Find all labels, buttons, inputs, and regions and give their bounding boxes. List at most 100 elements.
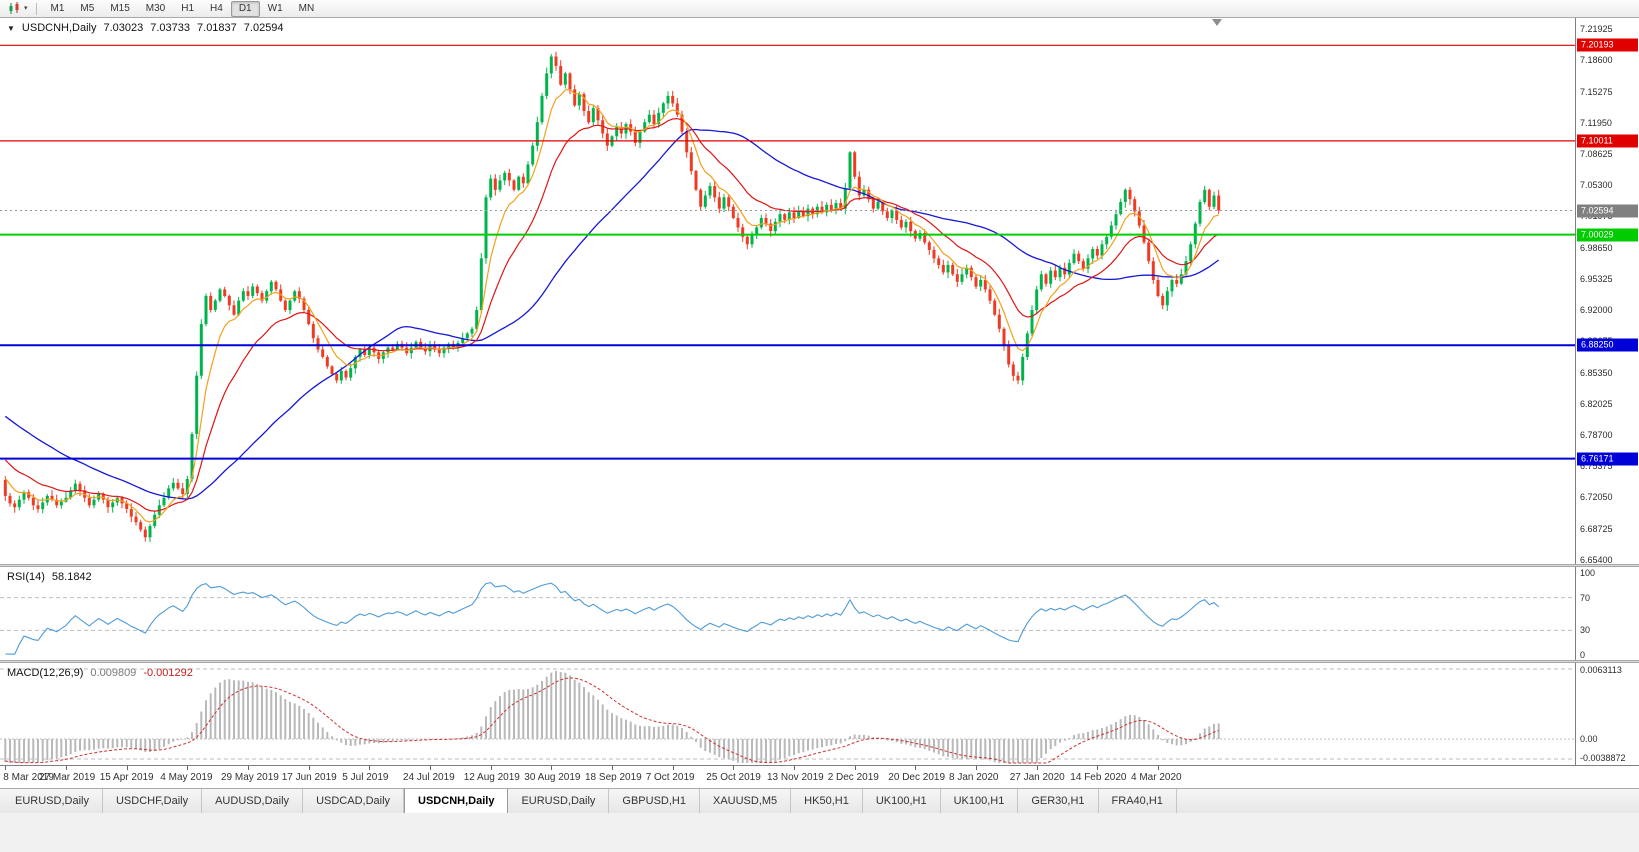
axis-tick-label: 6.72050: [1580, 492, 1613, 503]
axis-tick-label: 7.15275: [1580, 86, 1613, 97]
time-axis-label: 4 Mar 2020: [1131, 772, 1182, 783]
tab-ger30-h1[interactable]: GER30,H1: [1018, 789, 1099, 813]
time-tick: [1158, 766, 1159, 770]
chart-collapse-icon[interactable]: ▼: [7, 23, 15, 33]
macd-histogram: [4, 671, 1220, 763]
price-pane: ▼ USDCNH,Daily 7.03023 7.03733 7.01837 7…: [0, 18, 1639, 565]
time-axis-label: 4 May 2019: [160, 772, 213, 783]
time-tick: [854, 766, 856, 770]
pane-splitter-2[interactable]: [0, 660, 1639, 663]
chart-title: ▼ USDCNH,Daily 7.03023 7.03733 7.01837 7…: [7, 22, 284, 34]
time-axis-label: 8 Jan 2020: [949, 772, 999, 783]
time-axis-label: 2 Dec 2019: [827, 772, 879, 783]
axis-tick-label: 6.75375: [1580, 461, 1613, 472]
time-tick: [248, 766, 249, 770]
period-button-h4[interactable]: H4: [210, 2, 223, 14]
chart-shift-marker[interactable]: [1212, 19, 1222, 26]
axis-tick-label: -0.0038872: [1580, 753, 1626, 763]
period-button-m1[interactable]: M1: [50, 2, 65, 14]
price-badge: 7.20193: [1577, 38, 1638, 52]
time-tick: [672, 766, 674, 770]
tab-fra40-h1[interactable]: FRA40,H1: [1099, 789, 1177, 813]
axis-tick-label: 100: [1580, 568, 1596, 578]
axis-tick-label: 6.85350: [1580, 367, 1613, 378]
toolbar-separator: [35, 2, 37, 15]
ma-slow-line[interactable]: [4, 128, 1220, 500]
candlestick-chart-icon: [9, 2, 19, 14]
time-axis-label: 13 Nov 2019: [767, 772, 824, 783]
bottom-filler: [0, 813, 1639, 852]
axis-tick-label: 30: [1580, 625, 1591, 636]
period-button-m15[interactable]: M15: [110, 2, 130, 14]
time-tick: [187, 766, 189, 770]
dropdown-caret-icon[interactable]: ▾: [24, 5, 28, 12]
macd-title: MACD(12,26,9) 0.009809 -0.001292: [7, 667, 193, 679]
tab-audusd-daily[interactable]: AUDUSD,Daily: [202, 789, 304, 813]
tab-hk50-h1[interactable]: HK50,H1: [791, 789, 863, 813]
tab-uk100-h1[interactable]: UK100,H1: [863, 789, 941, 813]
time-axis-label: 7 Oct 2019: [645, 772, 695, 783]
time-tick: [5, 766, 7, 770]
price-chart-canvas[interactable]: [0, 18, 1575, 564]
tab-gbpusd-h1[interactable]: GBPUSD,H1: [609, 789, 700, 813]
macd-signal-line: [5, 677, 1219, 764]
time-axis-label: 24 Jul 2019: [403, 772, 455, 783]
tab-usdchf-daily[interactable]: USDCHF,Daily: [103, 789, 203, 813]
axis-tick-label: 0.00: [1580, 734, 1598, 744]
period-buttons: M1 M5 M15 M30 H1 H4 D1 W1 MN: [43, 0, 323, 17]
time-axis-label: 27 Jan 2020: [1009, 772, 1065, 783]
axis-tick-label: 0: [1580, 650, 1586, 660]
ma-mid-line[interactable]: [4, 117, 1219, 512]
period-button-m30[interactable]: M30: [145, 2, 166, 14]
time-axis-label: 8 Mar 2019: [3, 772, 54, 783]
price-badge: 7.00029: [1577, 228, 1638, 242]
tab-usdcad-daily[interactable]: USDCAD,Daily: [303, 789, 405, 813]
period-button-h1[interactable]: H1: [181, 2, 195, 14]
tab-uk100-h1[interactable]: UK100,H1: [941, 789, 1019, 813]
axis-tick-label: 7.21925: [1580, 24, 1613, 34]
period-button-m5[interactable]: M5: [80, 2, 95, 14]
time-axis-label: 17 Jun 2019: [281, 772, 337, 783]
tab-eurusd-daily[interactable]: EURUSD,Daily: [2, 789, 103, 813]
time-tick: [915, 766, 917, 770]
ohlc-close: 7.02594: [243, 22, 284, 34]
rsi-plot[interactable]: RSI(14) 58.1842: [0, 567, 1575, 660]
axis-tick-label: 6.82025: [1580, 398, 1613, 409]
macd-plot[interactable]: MACD(12,26,9) 0.009809 -0.001292: [0, 663, 1575, 765]
axis-tick-label: 6.65400: [1580, 554, 1613, 565]
rsi-axis[interactable]: 100 70 30 0: [1575, 567, 1639, 660]
ohlc-open: 7.03023: [103, 22, 144, 34]
time-axis-label: 18 Sep 2019: [585, 772, 642, 783]
pane-splitter-1[interactable]: [0, 564, 1639, 567]
time-axis-label: 14 Feb 2020: [1070, 772, 1127, 783]
chart-symbol-timeframe: USDCNH,Daily: [21, 22, 97, 34]
time-tick: [490, 766, 492, 770]
time-axis-label: 15 Apr 2019: [99, 772, 154, 783]
time-tick: [66, 766, 67, 770]
period-button-mn[interactable]: MN: [298, 2, 315, 14]
axis-tick-label: 6.68725: [1580, 523, 1613, 534]
period-button-w1[interactable]: W1: [267, 2, 283, 14]
time-tick: [612, 766, 613, 770]
tab-xauusd-m5[interactable]: XAUUSD,M5: [700, 789, 792, 813]
rsi-canvas: [0, 582, 1575, 655]
time-tick: [551, 766, 553, 770]
macd-label: MACD(12,26,9): [7, 667, 84, 679]
tab-eurusd-daily[interactable]: EURUSD,Daily: [508, 789, 610, 813]
tab-bar: EURUSD,Daily USDCHF,Daily AUDUSD,Daily USDC…: [0, 788, 1639, 813]
period-button-d1[interactable]: D1: [230, 0, 260, 17]
chart-type-tool[interactable]: ▾: [5, 2, 30, 15]
price-axis[interactable]: 7.21925 7.18600 7.15275 7.11950 7.08625 7.053…: [1575, 18, 1639, 565]
ohlc-high: 7.03733: [150, 22, 191, 34]
time-tick: [794, 766, 795, 770]
price-badge: 7.10011: [1577, 134, 1638, 148]
axis-tick-label: 7.11950: [1580, 117, 1612, 128]
price-plot[interactable]: ▼ USDCNH,Daily 7.03023 7.03733 7.01837 7…: [0, 18, 1575, 564]
time-axis-label: 20 Dec 2019: [888, 772, 946, 783]
macd-axis[interactable]: 0.0063113 0.00 -0.0038872: [1575, 663, 1639, 765]
tab-usdcnh-daily[interactable]: USDCNH,Daily: [404, 789, 509, 813]
time-axis[interactable]: 8 Mar 2019 27 Mar 2019 15 Apr 2019 4 May 20…: [0, 765, 1639, 788]
macd-pane: MACD(12,26,9) 0.009809 -0.001292 0.00631…: [0, 663, 1639, 765]
axis-tick-label: 6.95325: [1580, 273, 1613, 284]
